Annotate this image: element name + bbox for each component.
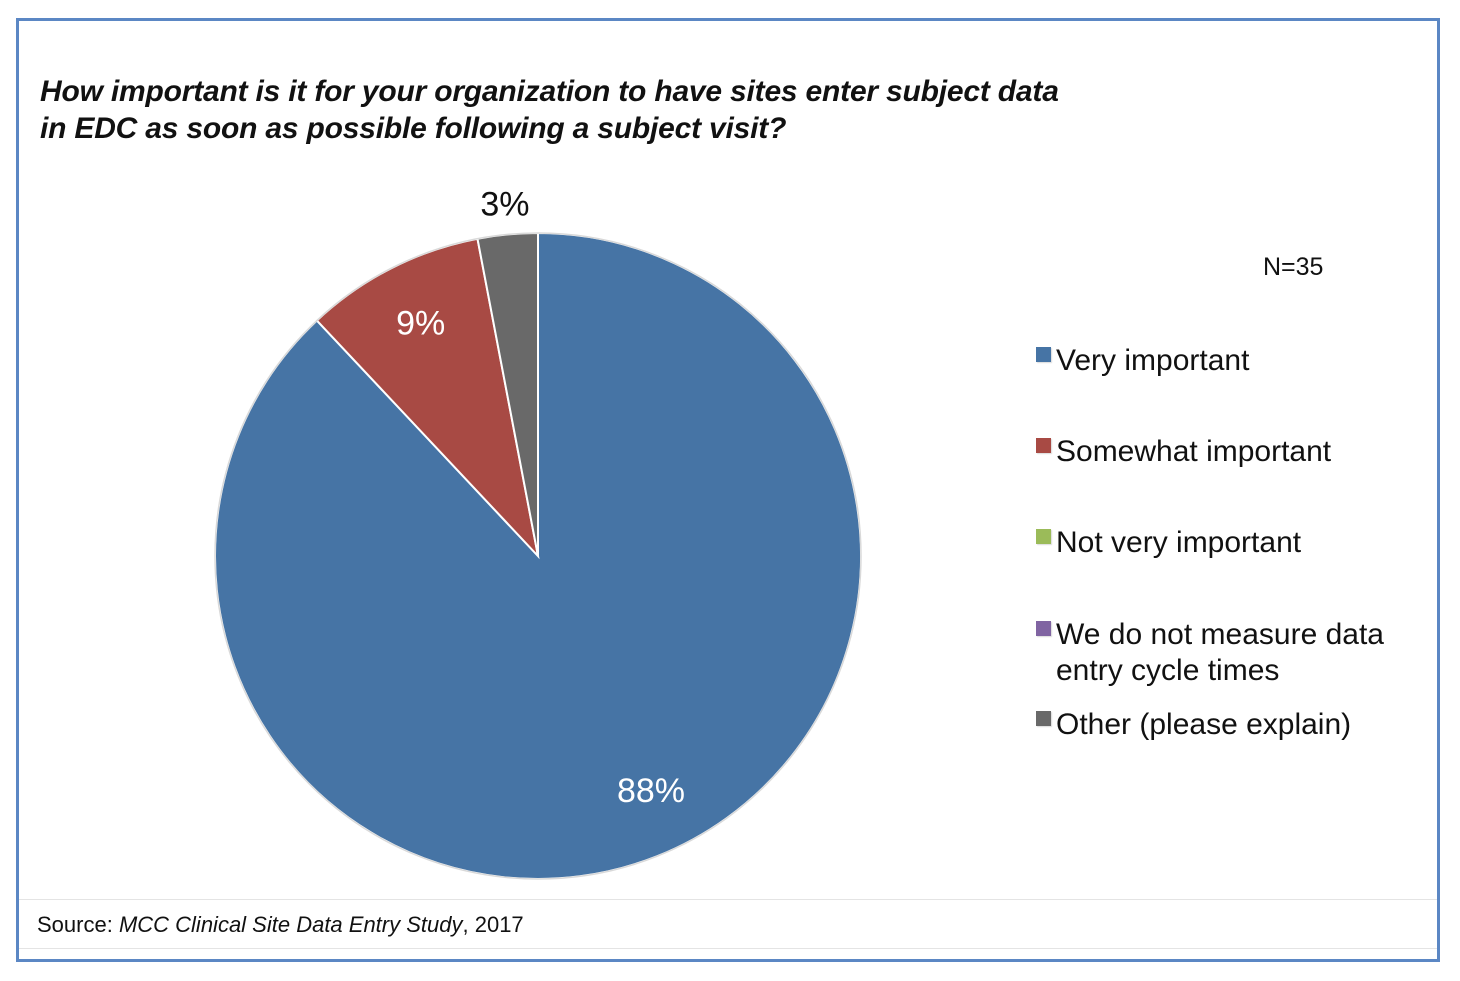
legend-swatch-icon [1036,621,1051,636]
sample-size-label: N=35 [1263,253,1324,281]
source-note: Source: MCC Clinical Site Data Entry Stu… [37,912,524,938]
legend-item-other[interactable]: Other (please explain) [1036,707,1436,743]
legend-label: Very important [1056,344,1250,377]
source-footer: Source: MCC Clinical Site Data Entry Stu… [19,899,1437,949]
data-label: 9% [396,305,445,343]
legend-item-do-not-measure[interactable]: We do not measure data entry cycle times [1036,617,1436,689]
legend-label: Other (please explain) [1056,708,1352,741]
data-label: 88% [617,772,685,810]
data-label: 3% [480,186,529,224]
legend-swatch-icon [1036,529,1051,544]
legend-item-somewhat-important[interactable]: Somewhat important [1036,434,1436,470]
source-prefix: Source: [37,912,119,937]
legend-label: We do not measure data entry cycle times [1056,618,1384,687]
legend-swatch-icon [1036,711,1051,726]
legend-label: Not very important [1056,526,1302,559]
legend-label: Somewhat important [1056,435,1332,468]
source-year: , 2017 [462,912,524,937]
legend-swatch-icon [1036,347,1051,362]
pie-outline [214,232,862,880]
legend-item-very-important[interactable]: Very important [1036,343,1436,379]
chart-title: How important is it for your organizatio… [40,75,1059,145]
source-study: MCC Clinical Site Data Entry Study [118,912,463,937]
legend-item-not-very-important[interactable]: Not very important [1036,525,1436,561]
legend-swatch-icon [1036,438,1051,453]
